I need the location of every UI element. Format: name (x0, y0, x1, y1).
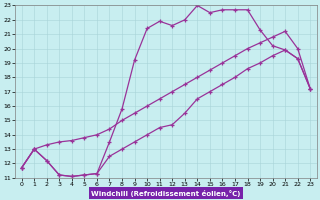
X-axis label: Windchill (Refroidissement éolien,°C): Windchill (Refroidissement éolien,°C) (91, 190, 241, 197)
